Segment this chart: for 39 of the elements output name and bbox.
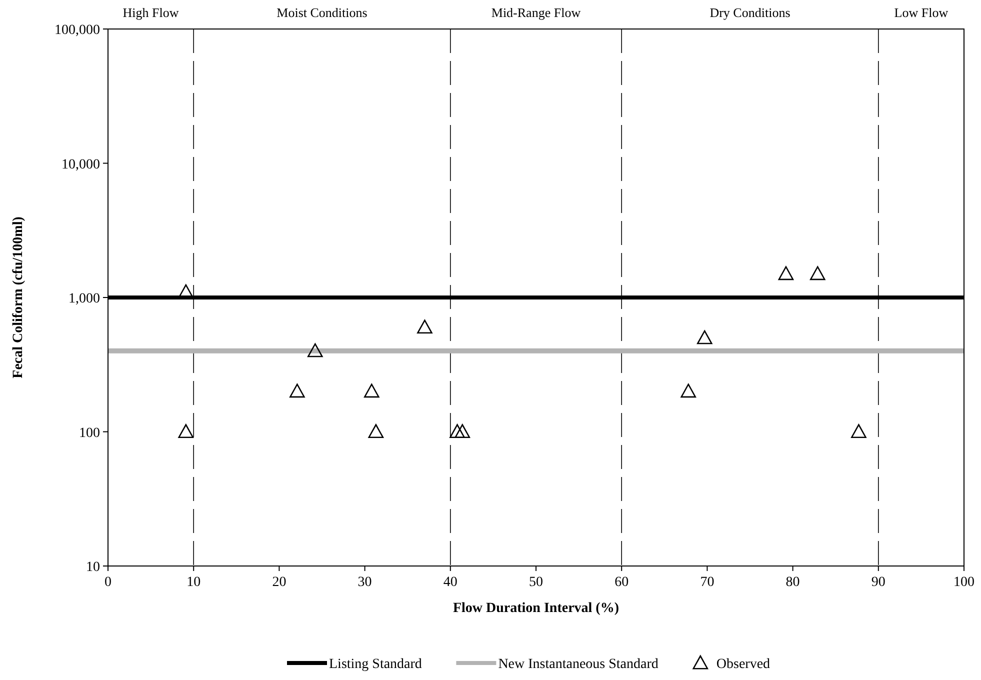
legend-label: Listing Standard [329,657,422,672]
point [450,424,465,438]
point [178,424,194,438]
text: Dry Conditions [710,5,790,20]
legend-label: New Instantaneous Standard [498,657,658,672]
point [454,424,470,438]
x-tick-label: 50 [529,575,543,590]
text: Moist Conditions [276,5,368,20]
x-tick-label: 60 [614,575,629,590]
y-tick-label: 100,000 [54,23,100,38]
text: Mid-Range Flow [491,5,582,20]
text: Low Flow [894,5,949,20]
y-axis-title: Fecal Coliform (cfu/100ml) [11,216,26,378]
y-tick-label: 10 [86,560,100,575]
x-tick-label: 30 [358,575,372,590]
point [364,384,380,398]
y-tick-label: 1,000 [68,292,100,306]
point [696,330,712,344]
x-axis-title: Flow Duration Interval (%) [452,601,620,616]
y-tick-label: 10,000 [62,157,100,172]
x-tick-label: 80 [786,575,800,590]
point [851,424,866,438]
point [308,343,323,358]
legend-label: Observed [716,657,770,672]
x-tick-label: 0 [104,575,112,590]
x-tick-label: 10 [186,575,201,590]
x-tick-label: 40 [443,575,458,590]
point [290,384,305,398]
point [417,320,432,334]
x-tick-label: 70 [700,575,714,590]
point [810,266,826,280]
text: High Flow [122,5,180,20]
y-tick-label: 100 [79,426,100,441]
point [680,384,696,398]
point [778,266,794,280]
x-tick-label: 100 [954,575,974,590]
x-tick-label: 90 [871,575,886,590]
point [368,424,384,438]
x-tick-label: 20 [272,575,286,590]
